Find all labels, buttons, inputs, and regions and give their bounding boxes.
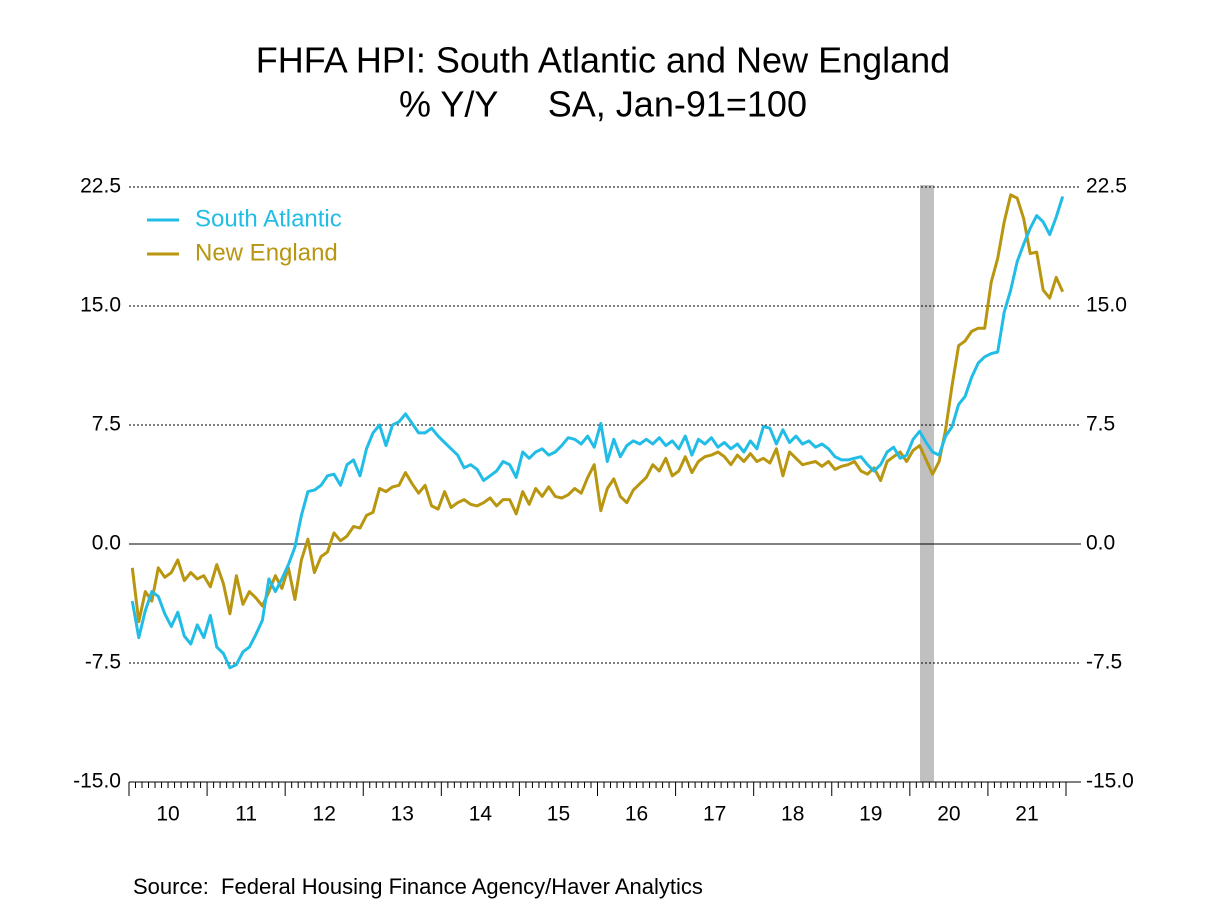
recession-shading [920,185,934,782]
x-tick-label: 11 [235,803,257,826]
y-tick-label: 7.5 [92,413,121,436]
y2-tick-label: -15.0 [1086,770,1134,793]
x-tick-label: 12 [313,803,336,826]
x-tick-label: 10 [156,803,179,826]
legend-label: South Atlantic [195,205,342,232]
y-tick-label: 15.0 [80,294,121,317]
x-tick-label: 18 [781,803,804,826]
y-tick-label: -15.0 [73,770,121,793]
x-tick-label: 15 [547,803,570,826]
x-tick-label: 17 [703,803,726,826]
x-tick-label: 16 [625,803,648,826]
y-tick-label: -7.5 [85,651,121,674]
series-line [130,196,1065,670]
chart-title: FHFA HPI: South Atlantic and New England [256,40,950,81]
series-line [130,193,1065,624]
y2-tick-label: 22.5 [1086,175,1127,198]
x-tick-label: 14 [469,803,493,826]
y2-tick-label: 15.0 [1086,294,1127,317]
x-tick-label: 19 [859,803,882,826]
source-note: Source: Federal Housing Finance Agency/H… [133,874,703,899]
y2-tick-label: 0.0 [1086,532,1115,555]
y2-tick-label: 7.5 [1086,413,1115,436]
y-tick-label: 22.5 [80,175,121,198]
y2-tick-label: -7.5 [1086,651,1122,674]
x-tick-label: 13 [391,803,414,826]
x-tick-label: 21 [1015,803,1038,826]
y-tick-label: 0.0 [92,532,121,555]
legend-label: New England [195,239,338,266]
chart-subtitle: % Y/Y SA, Jan-91=100 [399,84,807,125]
x-tick-label: 20 [937,803,960,826]
